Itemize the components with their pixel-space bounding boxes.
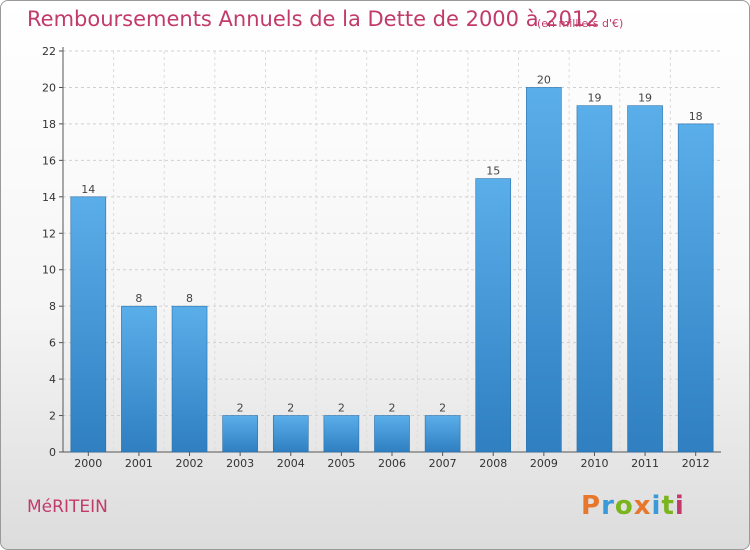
- bar-2001: [121, 305, 157, 453]
- logo-letter: i: [674, 491, 685, 521]
- logo-letter: r: [601, 491, 615, 521]
- bar-value-label: 8: [135, 292, 142, 305]
- y-tick-label: 12: [42, 227, 56, 240]
- bar-2007: [424, 415, 461, 453]
- y-tick-label: 4: [49, 373, 56, 386]
- x-tick-label: 2003: [226, 457, 254, 470]
- bar-2011: [627, 105, 663, 453]
- bar-2009: [526, 87, 562, 453]
- x-tick-label: 2000: [74, 457, 102, 470]
- logo-letter: i: [651, 491, 662, 521]
- bar-2006: [374, 415, 410, 453]
- x-tick-label: 2011: [631, 457, 659, 470]
- bars: [70, 87, 714, 453]
- grid-lines: [63, 50, 721, 452]
- x-tick-label: 2009: [530, 457, 558, 470]
- y-tick-label: 10: [42, 264, 56, 277]
- y-tick-label: 0: [49, 446, 56, 459]
- bar-value-label: 8: [186, 292, 193, 305]
- bar-value-label: 2: [237, 402, 244, 415]
- logo-letter: o: [614, 491, 634, 521]
- bar-value-label: 2: [287, 402, 294, 415]
- y-tick-label: 2: [49, 410, 56, 423]
- bar-2012: [677, 123, 714, 453]
- bar-2008: [475, 178, 512, 453]
- bar-value-label: 18: [689, 110, 703, 123]
- chart-subtitle: (en milliers d'€): [537, 17, 624, 30]
- x-tick-label: 2008: [479, 457, 507, 470]
- bar-value-label: 2: [338, 402, 345, 415]
- y-tick-label: 22: [42, 45, 56, 58]
- bar-2005: [323, 415, 360, 453]
- x-tick-label: 2006: [378, 457, 406, 470]
- x-tick-label: 2007: [429, 457, 457, 470]
- bar-2004: [272, 415, 309, 453]
- x-tick-label: 2001: [125, 457, 153, 470]
- x-tick-label: 2012: [682, 457, 710, 470]
- bar-2010: [576, 105, 613, 453]
- x-tick-label: 2005: [327, 457, 355, 470]
- y-tick-label: 6: [49, 337, 56, 350]
- y-tick-label: 14: [42, 191, 56, 204]
- commune-name: MéRITEIN: [27, 497, 108, 517]
- logo-letter: t: [661, 491, 675, 521]
- y-tick-label: 8: [49, 300, 56, 313]
- bar-value-label: 2: [389, 402, 396, 415]
- bar-2003: [222, 415, 258, 453]
- x-tick-label: 2004: [277, 457, 305, 470]
- bar-2002: [171, 305, 208, 453]
- chart-title: Remboursements Annuels de la Dette de 20…: [27, 7, 599, 31]
- logo-letter: P: [581, 491, 602, 521]
- bar-value-label: 19: [638, 92, 652, 105]
- labels: 14 2000 8 2001 8 2002 2 2003 2 2004 2 2005 2 2006 2 200…: [74, 73, 709, 470]
- bar-value-label: 20: [537, 73, 551, 86]
- y-tick-label: 16: [42, 154, 56, 167]
- bar-value-label: 19: [587, 92, 601, 105]
- y-tick-label: 18: [42, 118, 56, 131]
- bar-value-label: 14: [81, 183, 95, 196]
- y-tick-label: 20: [42, 81, 56, 94]
- proxiti-logo: Proxiti: [581, 491, 691, 525]
- bar-value-label: 2: [439, 402, 446, 415]
- logo-letter: x: [633, 491, 652, 521]
- x-tick-label: 2010: [580, 457, 608, 470]
- bar-value-label: 15: [486, 165, 500, 178]
- x-tick-label: 2002: [176, 457, 204, 470]
- bar-2000: [70, 196, 107, 453]
